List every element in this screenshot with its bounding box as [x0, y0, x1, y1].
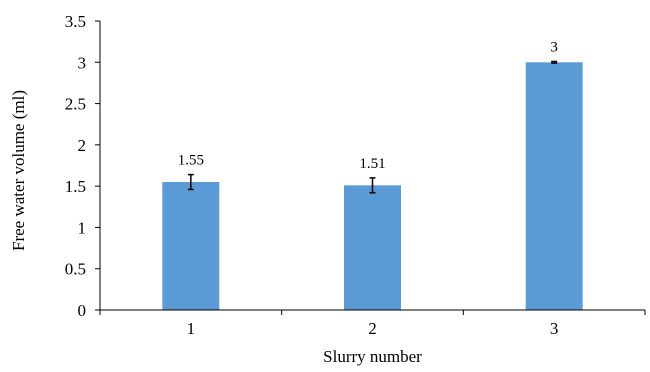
y-tick-label: 2	[78, 136, 87, 155]
error-bar	[551, 60, 558, 64]
data-labels: 1.55 1.51 3	[178, 39, 558, 171]
bars	[162, 62, 583, 311]
bar	[525, 62, 583, 311]
y-tick-label: 3.5	[65, 12, 86, 31]
x-axis-ticks: 1 2 3	[99, 310, 646, 338]
y-tick-label: 0.5	[65, 260, 86, 279]
data-label: 1.51	[359, 156, 385, 172]
data-label: 1.55	[178, 153, 204, 169]
x-tick-label: 2	[368, 319, 377, 338]
y-tick-label: 2.5	[65, 95, 86, 114]
x-tick-label: 3	[550, 319, 559, 338]
y-axis-title: Free water volume (ml)	[9, 90, 28, 251]
bar	[344, 185, 401, 310]
y-tick-label: 1.5	[65, 177, 86, 196]
data-label: 3	[550, 39, 558, 55]
y-tick-label: 3	[78, 53, 87, 72]
error-bar	[369, 177, 376, 194]
y-tick-label: 0	[78, 301, 87, 320]
x-tick-label: 1	[187, 319, 196, 338]
bar	[162, 182, 220, 310]
y-axis-ticks: 0 0.5 1 1.5 2 2.5 3 3.5	[65, 12, 100, 320]
error-bar	[187, 173, 194, 191]
x-axis-title: Slurry number	[323, 347, 422, 366]
error-bars	[187, 60, 558, 194]
y-tick-label: 1	[78, 218, 87, 237]
